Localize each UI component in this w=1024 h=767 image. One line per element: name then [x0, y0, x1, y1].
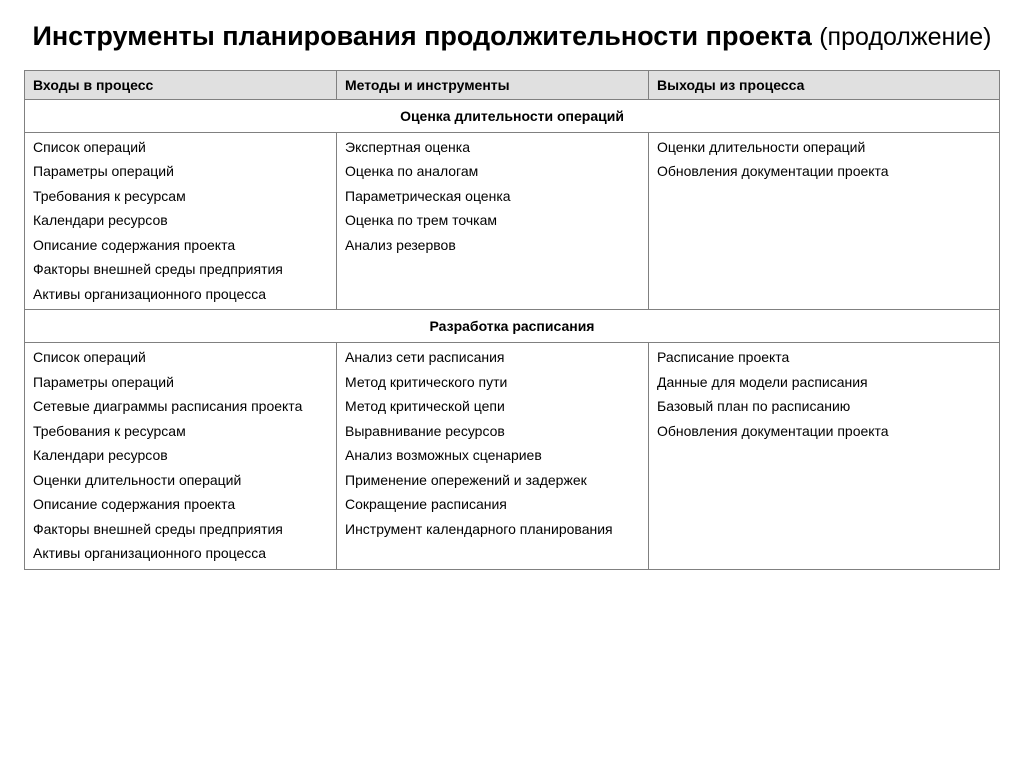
- list-item: Выравнивание ресурсов: [345, 423, 640, 441]
- list-item: Обновления документации проекта: [657, 163, 991, 181]
- list-item: Расписание проекта: [657, 349, 991, 367]
- list-item: Список операций: [33, 349, 328, 367]
- list-item: Календари ресурсов: [33, 212, 328, 230]
- header-inputs: Входы в процесс: [25, 70, 337, 99]
- page-title: Инструменты планирования продолжительнос…: [24, 20, 1000, 54]
- list-item: Анализ возможных сценариев: [345, 447, 640, 465]
- section-header: Разработка расписания: [25, 310, 1000, 343]
- section-title: Оценка длительности операций: [25, 99, 1000, 132]
- list-item: Оценки длительности операций: [33, 472, 328, 490]
- header-row: Входы в процесс Методы и инструменты Вых…: [25, 70, 1000, 99]
- list-item: Параметрическая оценка: [345, 188, 640, 206]
- cell-outputs: Оценки длительности операций Обновления д…: [649, 132, 1000, 310]
- list-item: Активы организационного процесса: [33, 545, 328, 563]
- list-item: Параметры операций: [33, 374, 328, 392]
- list-item: Факторы внешней среды предприятия: [33, 261, 328, 279]
- list-item: Применение опережений и задержек: [345, 472, 640, 490]
- list-item: Оценка по аналогам: [345, 163, 640, 181]
- list-item: Требования к ресурсам: [33, 423, 328, 441]
- list-item: Сокращение расписания: [345, 496, 640, 514]
- cell-tools: Анализ сети расписания Метод критического…: [337, 343, 649, 570]
- list-item: Оценки длительности операций: [657, 139, 991, 157]
- table-row: Список операций Параметры операций Требова…: [25, 132, 1000, 310]
- section-header: Оценка длительности операций: [25, 99, 1000, 132]
- list-item: Описание содержания проекта: [33, 237, 328, 255]
- planning-table: Входы в процесс Методы и инструменты Вых…: [24, 70, 1000, 570]
- list-item: Анализ сети расписания: [345, 349, 640, 367]
- title-sub: (продолжение): [819, 23, 991, 51]
- list-item: Активы организационного процесса: [33, 286, 328, 304]
- list-item: Факторы внешней среды предприятия: [33, 521, 328, 539]
- list-item: Описание содержания проекта: [33, 496, 328, 514]
- list-item: Список операций: [33, 139, 328, 157]
- list-item: Сетевые диаграммы расписания проекта: [33, 398, 328, 416]
- table-body: Оценка длительности операцийСписок опера…: [25, 99, 1000, 569]
- list-item: Оценка по трем точкам: [345, 212, 640, 230]
- cell-inputs: Список операций Параметры операций Требова…: [25, 132, 337, 310]
- list-item: Требования к ресурсам: [33, 188, 328, 206]
- list-item: Экспертная оценка: [345, 139, 640, 157]
- list-item: Метод критической цепи: [345, 398, 640, 416]
- cell-inputs: Список операций Параметры операций Сетевые…: [25, 343, 337, 570]
- list-item: Данные для модели расписания: [657, 374, 991, 392]
- list-item: Обновления документации проекта: [657, 423, 991, 441]
- cell-tools: Экспертная оценка Оценка по аналогам Парам…: [337, 132, 649, 310]
- list-item: Календари ресурсов: [33, 447, 328, 465]
- cell-outputs: Расписание проекта Данные для модели расп…: [649, 343, 1000, 570]
- list-item: Базовый план по расписанию: [657, 398, 991, 416]
- header-tools: Методы и инструменты: [337, 70, 649, 99]
- list-item: Параметры операций: [33, 163, 328, 181]
- list-item: Инструмент календарного планирования: [345, 521, 640, 539]
- section-title: Разработка расписания: [25, 310, 1000, 343]
- table-row: Список операций Параметры операций Сетевые…: [25, 343, 1000, 570]
- list-item: Анализ резервов: [345, 237, 640, 255]
- list-item: Метод критического пути: [345, 374, 640, 392]
- header-outputs: Выходы из процесса: [649, 70, 1000, 99]
- title-main: Инструменты планирования продолжительнос…: [32, 21, 811, 51]
